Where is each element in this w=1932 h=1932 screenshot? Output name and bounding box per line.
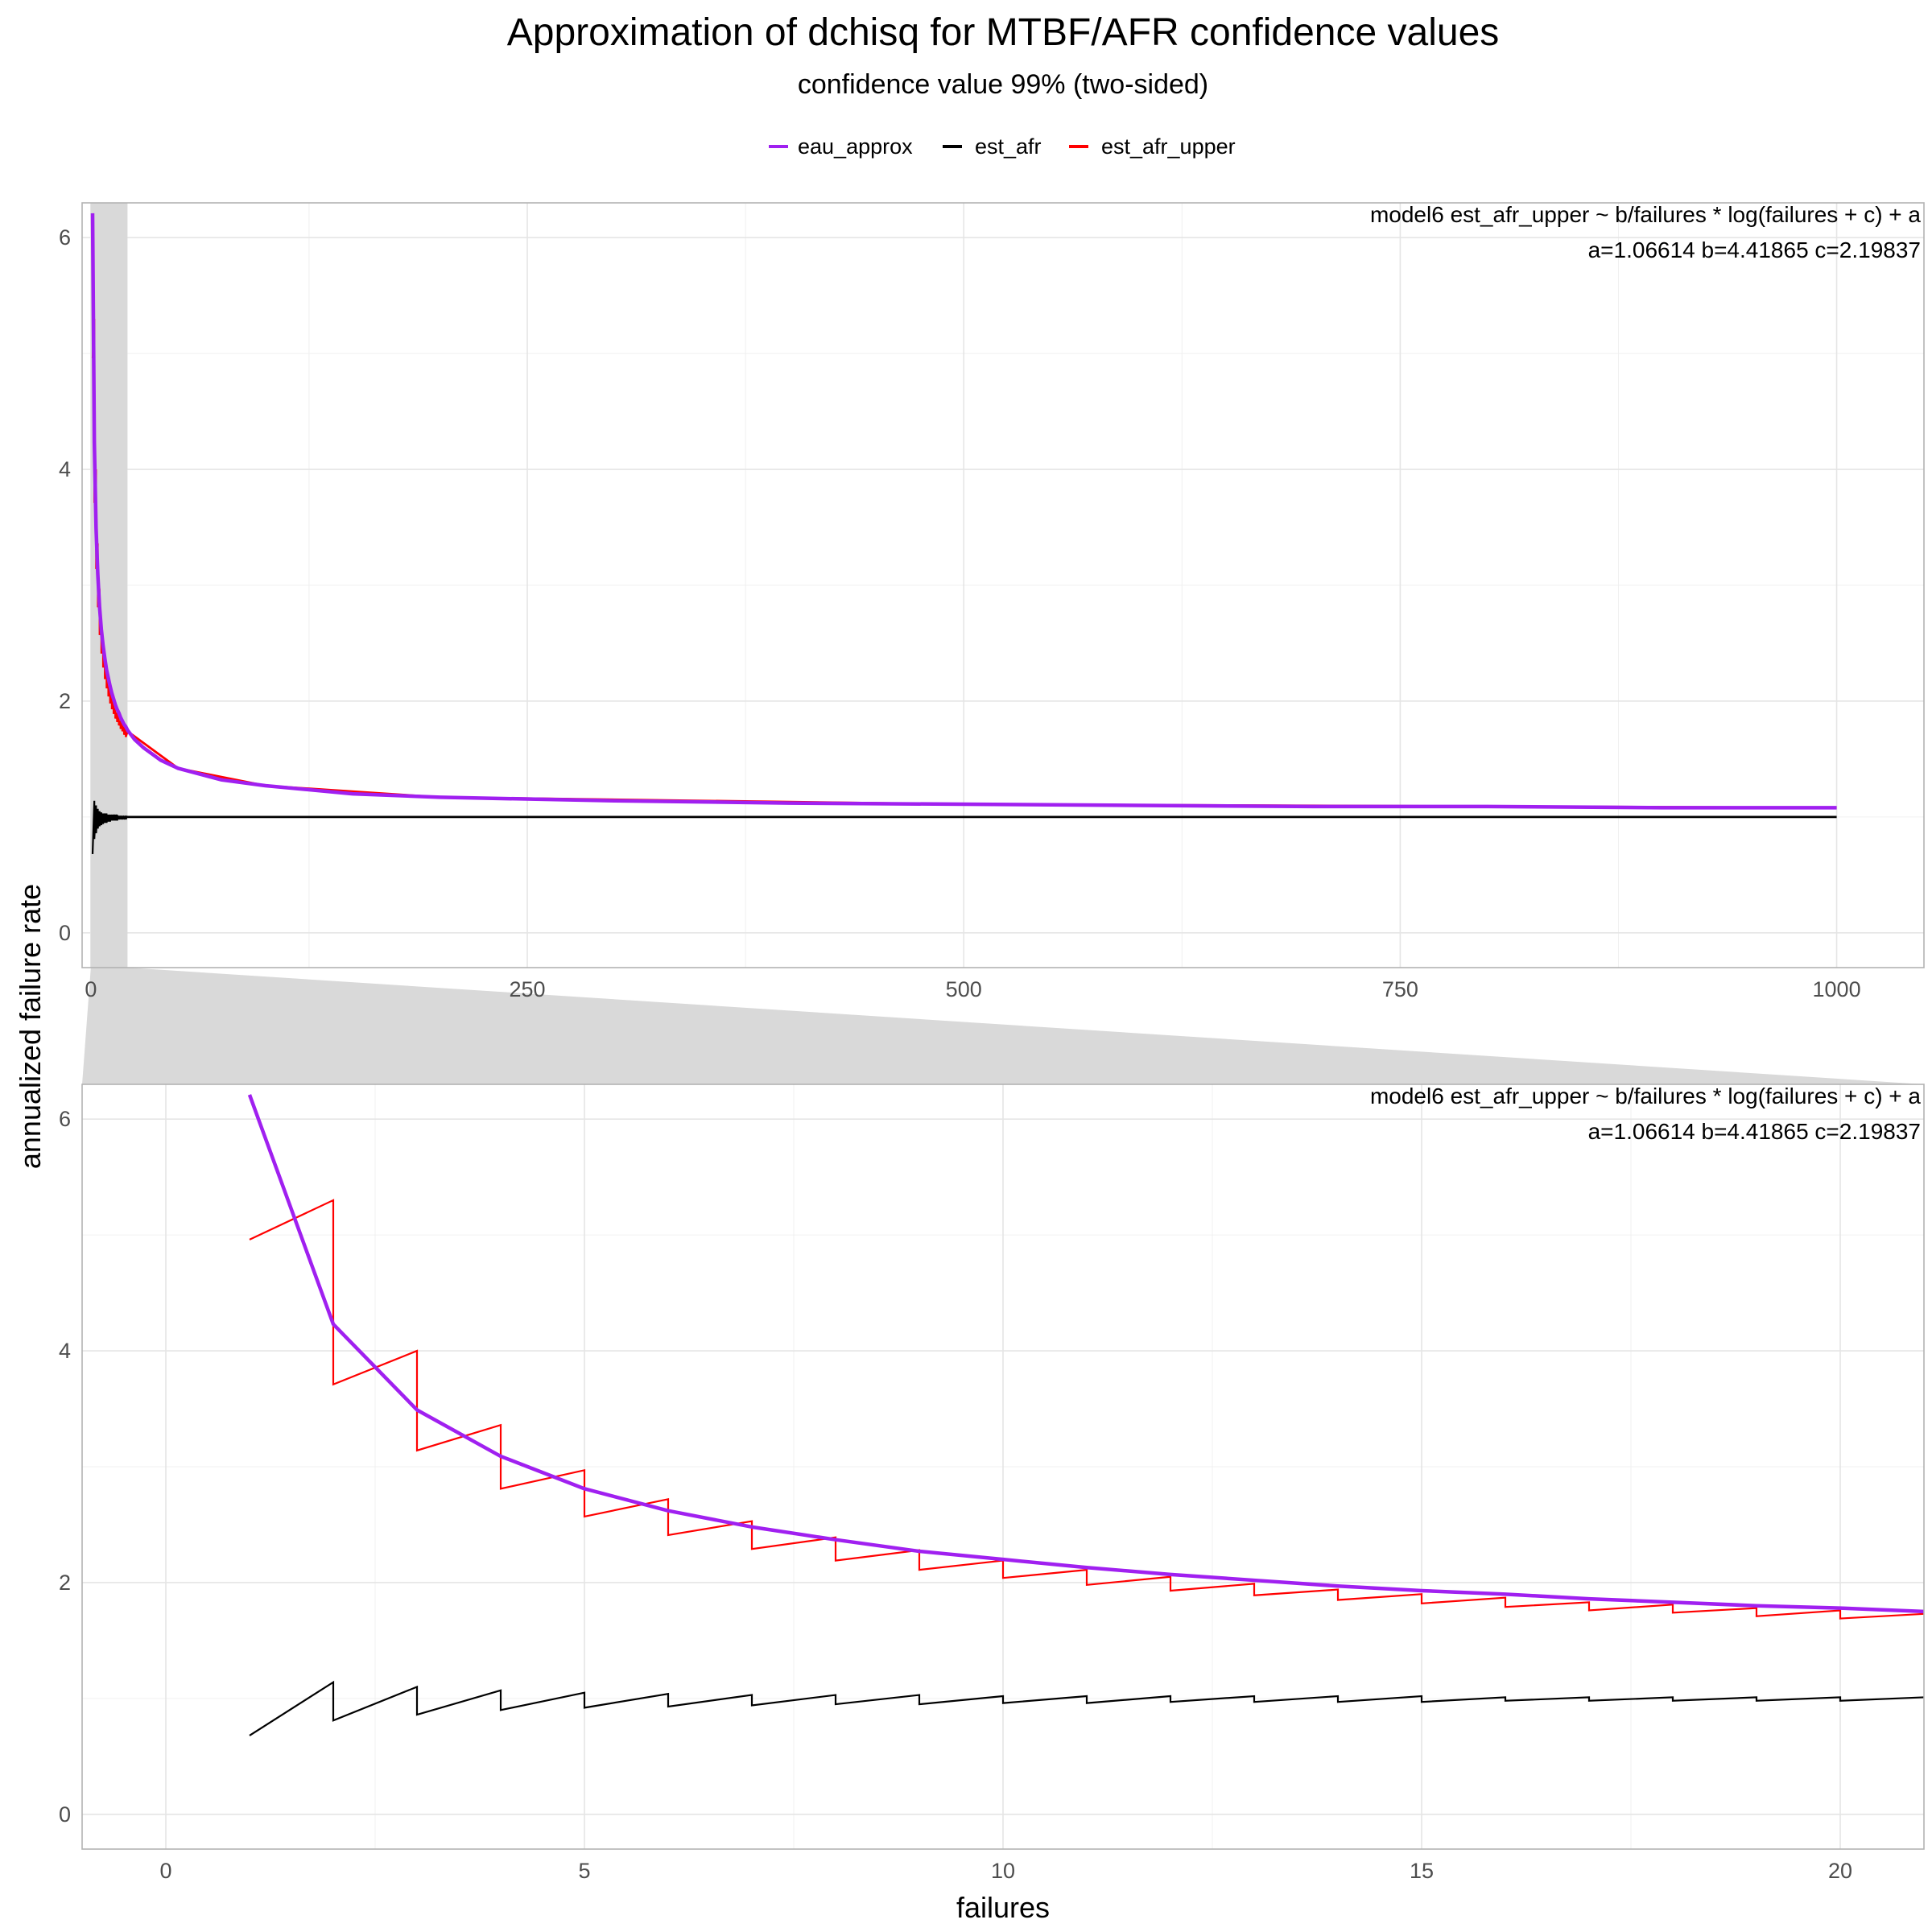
x-tick-label: 20 <box>1828 1859 1852 1883</box>
zoom-model-params: a=1.06614 b=4.41865 c=2.19837 <box>1588 1119 1921 1144</box>
y-axis-title: annualized failure rate <box>14 884 47 1169</box>
series-est-afr-sawtooth <box>249 1680 1924 1736</box>
y-tick-label: 4 <box>59 1339 71 1363</box>
series-eau-approx-line <box>90 213 1837 810</box>
y-tick-label: 4 <box>59 457 71 481</box>
legend-label-eau-approx: eau_approx <box>798 134 913 159</box>
x-tick-label: 0 <box>159 1859 171 1883</box>
zoom-y-tick-labels: 0 2 4 6 <box>59 1107 71 1827</box>
chart-subtitle: confidence value 99% (two-sided) <box>798 69 1208 100</box>
x-tick-label: 500 <box>946 977 982 1001</box>
series-est-afr-upper-sawtooth <box>249 1199 1924 1620</box>
y-tick-label: 6 <box>59 225 71 250</box>
zoom-panel-border <box>81 1084 1925 1850</box>
zoom-panel: model6 est_afr_upper ~ b/failures * log(… <box>59 1084 1925 1883</box>
zoom-x-tick-labels: 0 5 10 15 20 <box>159 1859 1852 1883</box>
x-tick-label: 0 <box>85 977 97 1001</box>
x-tick-label: 750 <box>1382 977 1418 1001</box>
y-tick-label: 0 <box>59 921 71 945</box>
overview-gridlines <box>82 203 1924 968</box>
zoom-connector <box>82 968 1924 1084</box>
x-tick-label: 10 <box>991 1859 1015 1883</box>
legend-label-est-afr-upper: est_afr_upper <box>1101 134 1236 159</box>
legend-label-est-afr: est_afr <box>975 134 1042 159</box>
overview-y-tick-labels: 0 2 4 6 <box>59 225 71 945</box>
x-tick-label: 15 <box>1410 1859 1434 1883</box>
y-tick-label: 0 <box>59 1802 71 1827</box>
x-tick-label: 250 <box>509 977 545 1001</box>
chart-title: Approximation of dchisq for MTBF/AFR con… <box>507 11 1500 54</box>
zoom-model-formula: model6 est_afr_upper ~ b/failures * log(… <box>1370 1084 1921 1108</box>
overview-panel-border <box>81 202 1925 968</box>
overview-x-tick-labels: 0 250 500 750 1000 <box>85 977 1860 1001</box>
legend: eau_approx est_afr est_afr_upper <box>769 134 1236 159</box>
zoom-series <box>247 1094 1924 1736</box>
x-tick-label: 5 <box>578 1859 590 1883</box>
overview-model-formula: model6 est_afr_upper ~ b/failures * log(… <box>1370 202 1921 227</box>
y-tick-label: 6 <box>59 1107 71 1131</box>
x-axis-title: failures <box>956 1891 1050 1924</box>
series-est-afr-sawtooth <box>91 800 129 854</box>
overview-series <box>90 213 1837 854</box>
x-tick-label: 1000 <box>1813 977 1861 1001</box>
y-tick-label: 2 <box>59 1571 71 1595</box>
y-tick-label: 2 <box>59 689 71 713</box>
overview-model-params: a=1.06614 b=4.41865 c=2.19837 <box>1588 237 1921 262</box>
overview-panel: model6 est_afr_upper ~ b/failures * log(… <box>59 202 1925 1001</box>
zoom-highlight-band <box>90 203 128 968</box>
series-eau-approx-line <box>247 1094 1924 1614</box>
